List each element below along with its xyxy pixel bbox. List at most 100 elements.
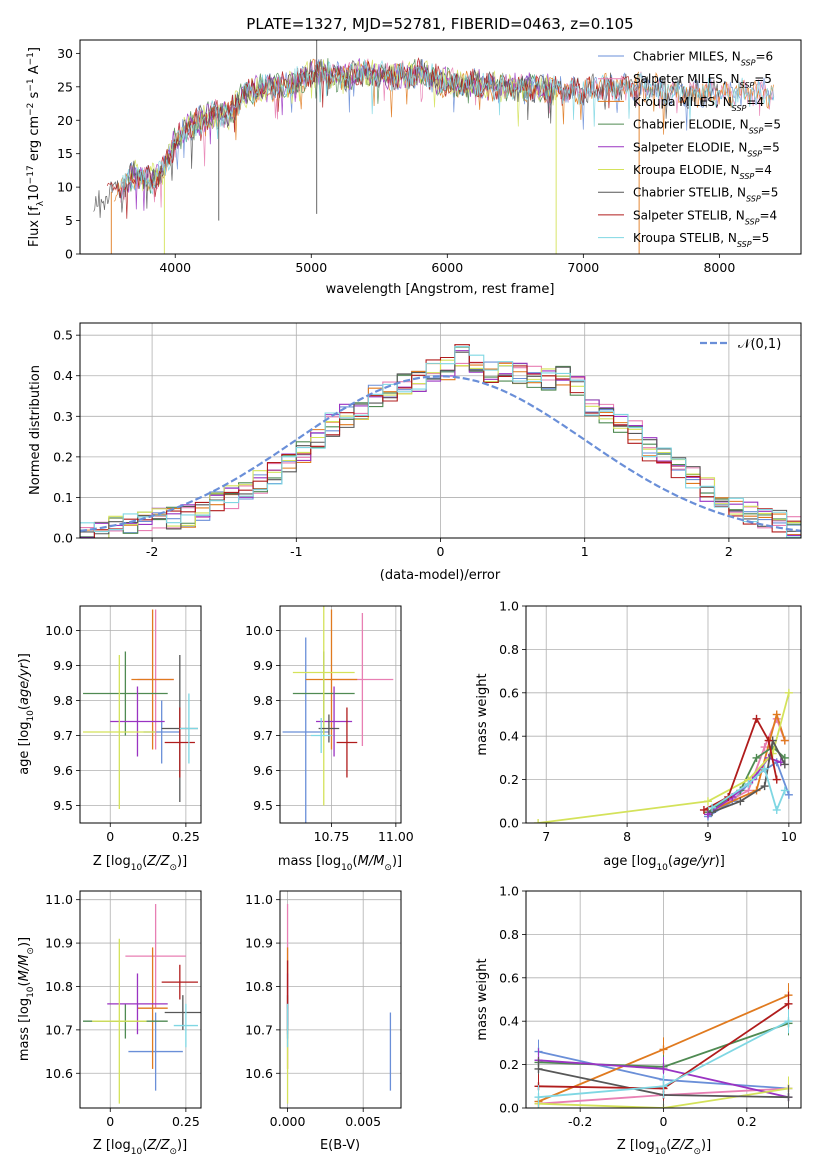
y-tick-label: 20 [57, 113, 73, 128]
errorbar-point [173, 1003, 198, 1048]
y-tick-label: 9.8 [253, 693, 273, 708]
errorbar-point [310, 718, 332, 753]
y-axis-label: mass weight [475, 958, 490, 1040]
age-vs-mass-panel: 10.75 11.00 9.5 9.6 9.7 9.8 9.9 10.0 mass [log10… [245, 605, 414, 873]
spectrum-panel: 4000 5000 6000 7000 8000 0 5 10 15 20 25 30 waveleng… [26, 39, 802, 297]
y-tick-label: 9.9 [53, 658, 73, 673]
x-tick-label: 0.2 [737, 1114, 757, 1129]
legend-label: Kroupa MILES, NSSP=4 [633, 95, 764, 113]
y-tick-label: 25 [57, 79, 73, 94]
weight-marker [784, 1009, 793, 1034]
legend: Chabrier MILES, NSSP=6 Salpeter MILES, NS… [598, 50, 781, 249]
weight-marker [760, 782, 769, 791]
weight-marker [784, 790, 793, 799]
weight-marker [744, 779, 753, 788]
x-tick-label: 0 [660, 1114, 668, 1129]
weight-line [538, 1087, 789, 1108]
x-tick-label: 9 [704, 829, 712, 844]
legend-label: Kroupa ELODIE, NSSP=4 [633, 163, 772, 181]
errorbar-point [179, 693, 198, 764]
legend-label: Salpeter ELODIE, NSSP=5 [633, 140, 780, 158]
y-tick-label: 0.2 [499, 1057, 519, 1072]
errorbar-point [164, 995, 201, 1030]
errorbar-point [125, 904, 186, 1009]
x-tick-label: 0.000 [270, 1114, 306, 1129]
spectrum-line [120, 59, 775, 195]
weight-marker [760, 764, 769, 773]
errorbar-point [137, 947, 168, 1069]
y-tick-label: 9.6 [53, 763, 73, 778]
weight-marker [752, 714, 761, 723]
y-tick-label: 0.0 [53, 531, 73, 546]
weight-marker [772, 710, 781, 719]
spectrum-lines [93, 40, 775, 254]
x-tick-label: 5000 [295, 260, 327, 275]
legend-label: 𝒩(0,1) [738, 337, 781, 352]
weight-lines [534, 688, 793, 823]
x-tick-label: -0.2 [568, 1114, 592, 1129]
y-axis-label: age [log10(age/yr)] [17, 653, 36, 775]
x-tick-label: 0 [437, 544, 445, 559]
errorbar-point [305, 609, 358, 750]
x-tick-label: 0 [106, 829, 114, 844]
x-axis-label: mass [log10(M/M⊙)] [278, 854, 402, 873]
y-axis-label: mass [log10(M/M⊙)] [17, 937, 36, 1061]
weight-marker [752, 753, 761, 762]
x-axis-label: E(B-V) [320, 1138, 360, 1153]
age-vs-metallicity-panel: 0 0.25 9.5 9.6 9.7 9.8 9.9 10.0 Z [log10(Z/Z⊙)] a… [17, 605, 202, 873]
legend-label: Chabrier MILES, NSSP=6 [633, 50, 773, 68]
x-tick-label: -1 [290, 544, 302, 559]
y-tick-label: 10.9 [245, 936, 273, 951]
histogram-series [80, 346, 801, 538]
spectrum-line [127, 58, 556, 211]
weight-marker [764, 736, 773, 745]
weight-marker [703, 797, 712, 806]
y-tick-label: 0.2 [53, 449, 73, 464]
errorbar-point [316, 686, 353, 757]
weight-marker [784, 1085, 793, 1108]
errorbar-point [336, 707, 358, 778]
errorbar-point [107, 973, 168, 1035]
weight-marker [703, 810, 712, 819]
y-tick-label: 10 [57, 180, 73, 195]
legend-label: Chabrier STELIB, NSSP=5 [633, 186, 778, 204]
x-tick-label: 1 [581, 544, 589, 559]
y-tick-label: 5 [65, 213, 73, 228]
x-tick-label: 10 [781, 829, 797, 844]
y-axis-label: mass weight [475, 673, 490, 755]
errorbar-point [92, 938, 147, 1104]
y-tick-label: 0.6 [499, 685, 519, 700]
y-tick-label: 0.3 [53, 409, 73, 424]
x-axis-label: (data-model)/error [380, 568, 501, 583]
errorbars [282, 606, 394, 823]
histogram-series [80, 344, 801, 538]
x-tick-label: 0.25 [172, 1114, 200, 1129]
weight-line [537, 692, 790, 823]
normal-curve [80, 375, 801, 532]
y-tick-label: 10.7 [245, 1022, 273, 1037]
weight-marker [784, 688, 793, 697]
y-tick-label: 1.0 [499, 884, 519, 899]
residual-histogram-panel: -2 -1 0 1 2 0.0 0.1 0.2 0.3 0.4 0.5 (data-model)/er… [28, 322, 802, 583]
weight-lines [534, 983, 793, 1108]
y-tick-label: 0.2 [499, 772, 519, 787]
y-tick-label: 9.7 [53, 728, 73, 743]
x-tick-label: 2 [725, 544, 733, 559]
y-tick-label: 10.0 [245, 623, 273, 638]
weight-marker [534, 819, 543, 823]
y-tick-label: 10.8 [245, 979, 273, 994]
x-tick-label: 0.005 [345, 1114, 381, 1129]
weight-marker [659, 1074, 668, 1099]
y-tick-label: 10.6 [245, 1066, 273, 1081]
mass-weight-vs-age-panel: 7 8 9 10 0.0 0.2 0.4 0.6 0.8 1.0 age [log10(age/yr… [475, 599, 802, 873]
x-tick-label: 7000 [567, 260, 599, 275]
axes-frame [525, 605, 802, 824]
mass-vs-metallicity-panel: 0 0.25 10.6 10.7 10.8 10.9 11.0 Z [log10(Z/Z⊙)]… [17, 890, 202, 1157]
histogram-steps [80, 344, 801, 538]
errorbar-point [83, 655, 156, 809]
axes-frame [79, 890, 202, 1109]
x-axis-label: Z [log10(Z/Z⊙)] [93, 1138, 187, 1157]
weight-line [703, 716, 778, 811]
errorbars [286, 904, 392, 1104]
